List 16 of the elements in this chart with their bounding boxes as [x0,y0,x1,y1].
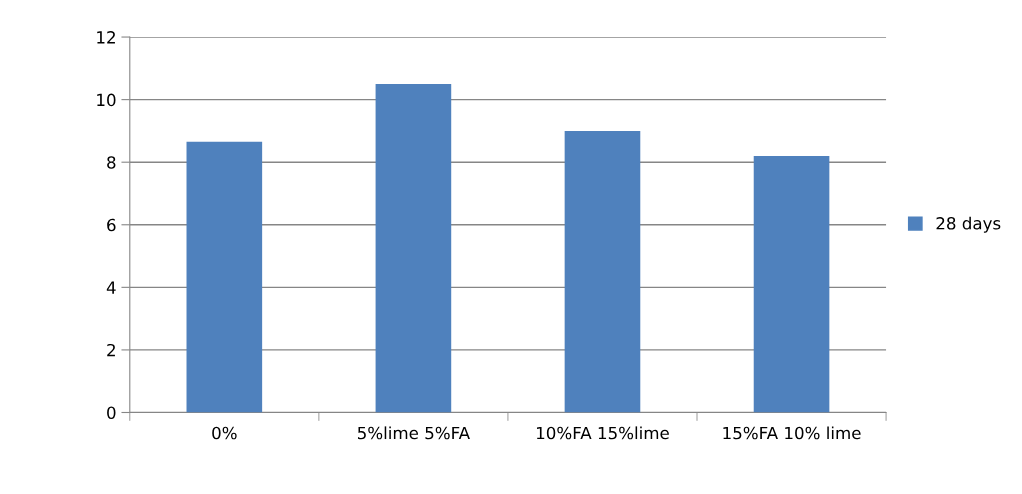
bar [564,130,641,413]
x-tick-label: 5%lime 5%FA [357,426,470,440]
y-tick-label: 6 [107,218,116,232]
y-tick-label: 0 [107,406,116,420]
bar [753,155,830,413]
x-tick-label: 10%FA 15%lime [537,426,669,440]
bar [186,141,263,413]
y-tick-label: 12 [97,31,115,44]
y-tick-label: 2 [107,343,115,357]
legend-label: 28 days [936,216,1001,233]
y-tick-label: 8 [107,156,116,169]
bar [375,83,452,413]
x-tick-label: 0% [212,426,237,440]
x-tick-label: 15%FA 10% lime [723,426,861,440]
y-tick-label: 4 [106,281,116,294]
y-tick-label: 10 [97,93,116,107]
